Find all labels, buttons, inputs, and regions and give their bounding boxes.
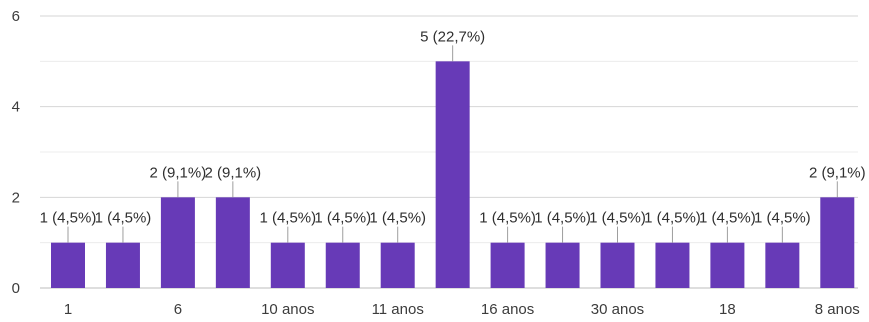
data-label: 1 (4,5%) — [40, 210, 97, 227]
bars-layer — [51, 61, 855, 289]
data-label: 1 (4,5%) — [644, 210, 701, 227]
data-label: 5 (22,7%) — [420, 28, 485, 45]
leader-lines — [67, 45, 838, 243]
data-labels: 1 (4,5%)1 (4,5%)2 (9,1%)2 (9,1%)1 (4,5%)… — [40, 28, 866, 226]
data-label: 1 (4,5%) — [589, 210, 646, 227]
data-label: 1 (4,5%) — [259, 210, 316, 227]
bar[interactable] — [435, 61, 470, 289]
data-label: 2 (9,1%) — [204, 164, 261, 181]
data-label: 1 (4,5%) — [369, 210, 426, 227]
data-label: 1 (4,5%) — [754, 210, 811, 227]
data-label: 2 (9,1%) — [809, 164, 866, 181]
data-label: 1 (4,5%) — [314, 210, 371, 227]
bar[interactable] — [655, 242, 690, 288]
x-tick-label: 6 — [174, 301, 182, 318]
bar[interactable] — [270, 242, 305, 288]
x-tick-label: 1 — [64, 301, 72, 318]
data-label: 1 (4,5%) — [479, 210, 536, 227]
x-tick-label: 11 anos — [372, 301, 424, 318]
y-tick-label: 4 — [12, 99, 20, 116]
y-tick-label: 0 — [12, 280, 20, 297]
bar[interactable] — [215, 197, 250, 288]
x-axis: 1 6 10 anos 11 anos 16 anos 30 anos 18 8 anos — [64, 301, 860, 318]
bar[interactable] — [710, 242, 745, 288]
y-tick-label: 2 — [12, 189, 20, 206]
x-tick-label: 8 anos — [815, 301, 860, 318]
y-tick-label: 6 — [12, 8, 20, 25]
x-tick-label: 30 anos — [591, 301, 644, 318]
y-axis: 0 2 4 6 — [12, 8, 20, 297]
bar[interactable] — [600, 242, 635, 288]
x-tick-label: 16 anos — [481, 301, 534, 318]
bar[interactable] — [765, 242, 800, 288]
data-label: 1 (4,5%) — [95, 210, 152, 227]
x-tick-label: 18 — [719, 301, 736, 318]
bar[interactable] — [380, 242, 415, 288]
data-label: 2 (9,1%) — [150, 164, 207, 181]
bar[interactable] — [820, 197, 855, 288]
x-tick-label: 10 anos — [261, 301, 314, 318]
bar[interactable] — [490, 242, 525, 288]
data-label: 1 (4,5%) — [534, 210, 591, 227]
bar[interactable] — [51, 242, 85, 288]
bar[interactable] — [105, 242, 140, 288]
bar[interactable] — [325, 242, 360, 288]
bar[interactable] — [160, 197, 195, 288]
data-label: 1 (4,5%) — [699, 210, 756, 227]
bar[interactable] — [545, 242, 580, 288]
